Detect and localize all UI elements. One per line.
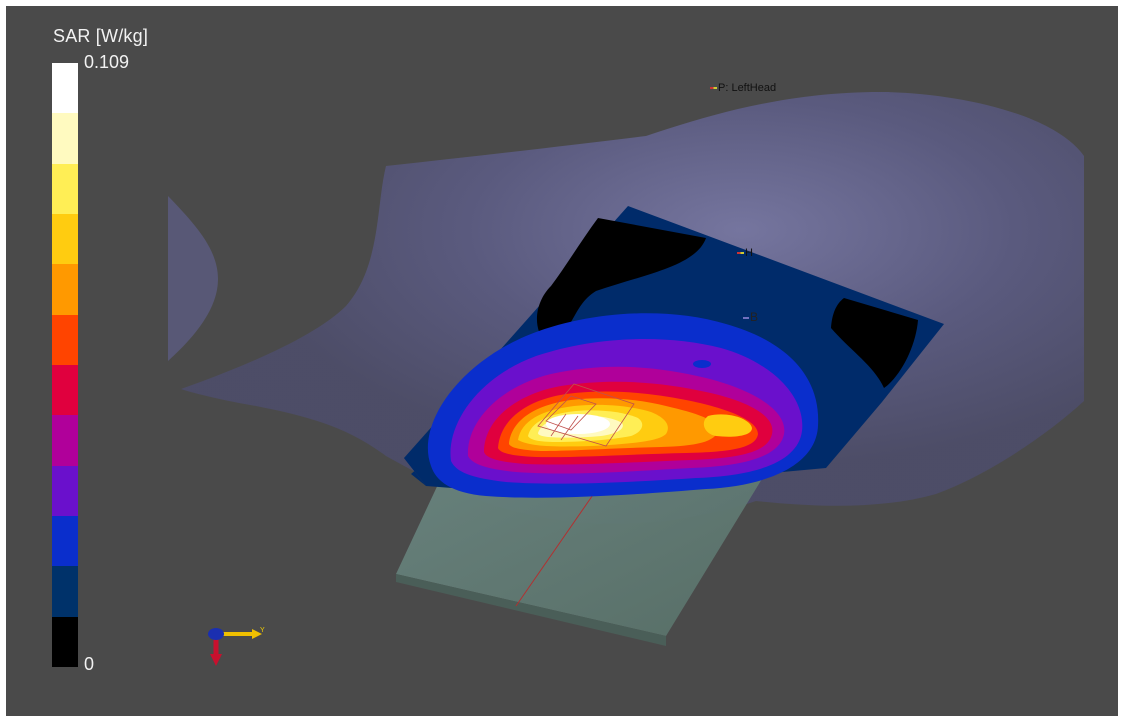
z-axis-marker — [208, 628, 224, 640]
probe-b-text: B — [750, 310, 759, 324]
3d-viewport[interactable]: SAR [W/kg] 0.109 0 P: LeftHead H B Y — [6, 6, 1118, 716]
colorbar-segment — [52, 113, 78, 164]
antenna-wireframe — [537, 383, 635, 447]
colorbar-segment — [52, 515, 78, 567]
probe-lefthead-text: P: LeftHead — [718, 82, 777, 94]
probe-h-text: H — [745, 247, 753, 259]
colorbar-segment — [52, 415, 78, 466]
x-axis-arrowhead — [210, 654, 222, 666]
colorbar-segment — [52, 213, 78, 265]
probe-marker-icon — [737, 252, 744, 255]
zero-region-top — [536, 218, 706, 344]
colorbar-segment — [52, 264, 78, 315]
colorbar-segment — [52, 566, 78, 617]
colorbar-segment — [52, 314, 78, 365]
colorbar-segment — [52, 63, 78, 114]
legend-max-label: 0.109 — [84, 52, 130, 72]
colorbar-segment — [52, 616, 78, 667]
probe-marker-icon — [743, 316, 749, 319]
sar-colorbar — [52, 63, 78, 667]
phone-axis-line — [515, 475, 607, 607]
axis-y-label: Y — [260, 627, 265, 634]
probe-b-label[interactable]: B — [743, 310, 758, 324]
probe-marker-icon — [710, 87, 717, 90]
sar-scene — [168, 91, 1084, 646]
head-phantom — [168, 196, 218, 361]
axis-triad[interactable] — [202, 618, 272, 668]
colorbar-segment — [52, 364, 78, 416]
zero-region-right — [831, 298, 918, 388]
y-axis-arrowhead — [252, 629, 262, 639]
legend-title: SAR [W/kg] — [53, 26, 149, 46]
probe-lefthead-label[interactable]: P: LeftHead — [710, 82, 776, 94]
colorbar-segment — [52, 163, 78, 214]
legend-min-label: 0 — [84, 654, 95, 674]
probe-h-label[interactable]: H — [737, 247, 753, 259]
phone-edge — [396, 574, 666, 646]
colorbar-segment — [52, 465, 78, 516]
